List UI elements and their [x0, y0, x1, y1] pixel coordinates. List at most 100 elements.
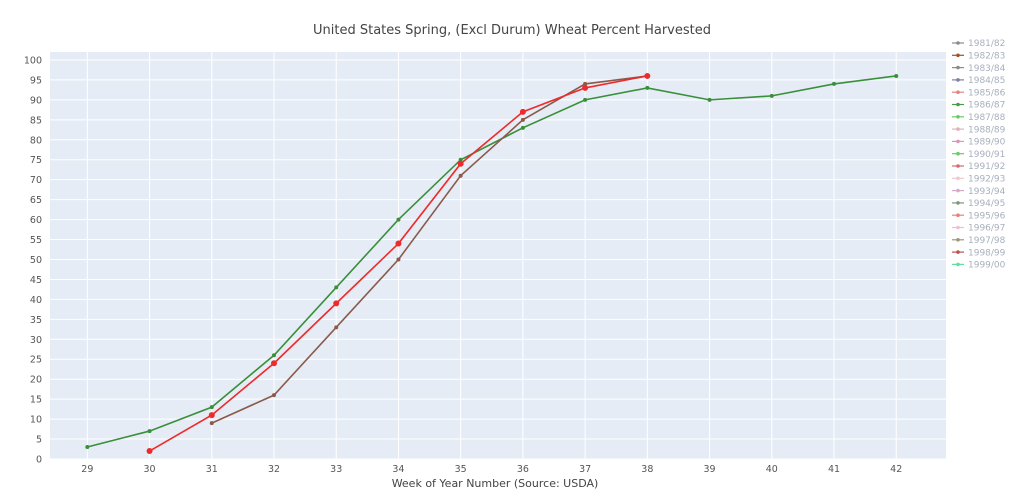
data-point[interactable] — [458, 157, 463, 162]
legend-item[interactable]: 1989/90 — [952, 138, 1006, 148]
chart-title: United States Spring, (Excl Durum) Wheat… — [313, 23, 711, 38]
data-point[interactable] — [396, 217, 401, 222]
data-point[interactable] — [271, 360, 277, 367]
x-tick-label: 33 — [330, 464, 342, 475]
gridlines — [50, 52, 946, 460]
legend-label: 1986/87 — [968, 101, 1005, 111]
data-point[interactable] — [707, 97, 712, 102]
y-tick-label: 25 — [30, 355, 42, 366]
legend-swatch-marker — [956, 262, 960, 267]
legend-item[interactable]: 1991/92 — [952, 162, 1005, 172]
x-tick-label: 41 — [828, 464, 840, 475]
data-point[interactable] — [209, 421, 214, 426]
legend-swatch-marker — [956, 188, 960, 193]
data-point[interactable] — [146, 448, 153, 455]
legend-swatch-marker — [956, 176, 960, 181]
data-point[interactable] — [644, 72, 651, 79]
legend-item[interactable]: 1987/88 — [952, 113, 1006, 123]
legend-swatch-marker — [956, 250, 960, 254]
data-point[interactable] — [272, 393, 276, 398]
legend-item[interactable]: 1984/85 — [952, 76, 1005, 86]
legend-item[interactable]: 1985/86 — [952, 88, 1006, 98]
legend-label: 1984/85 — [968, 76, 1005, 86]
y-tick-label: 85 — [30, 115, 42, 126]
legend-label: 1993/94 — [968, 187, 1006, 197]
data-point[interactable] — [208, 412, 215, 419]
data-point[interactable] — [458, 173, 463, 178]
legend-swatch-marker — [956, 151, 960, 156]
series-line[interactable] — [211, 75, 648, 424]
x-axis-ticks: 29 30 31 32 33 34 35 36 37 38 39 40 41 42 — [81, 464, 902, 475]
y-tick-label: 35 — [30, 315, 42, 326]
legend-item[interactable]: 1983/84 — [952, 64, 1006, 74]
data-point[interactable] — [520, 117, 525, 122]
x-tick-label: 32 — [268, 464, 280, 475]
data-point[interactable] — [769, 93, 774, 98]
data-point[interactable] — [85, 445, 90, 450]
legend-swatch-marker — [956, 102, 960, 107]
legend-item[interactable]: 1990/91 — [952, 150, 1005, 160]
data-point[interactable] — [519, 108, 526, 115]
x-tick-label: 29 — [81, 464, 93, 475]
legend-item[interactable]: 1996/97 — [952, 224, 1005, 234]
legend-label: 1991/92 — [968, 162, 1005, 172]
data-point[interactable] — [645, 85, 650, 90]
data-point[interactable] — [209, 405, 214, 410]
series-1[interactable] — [85, 73, 899, 450]
legend-item[interactable]: 1998/99 — [952, 248, 1006, 258]
legend-label: 1998/99 — [968, 248, 1006, 258]
data-point[interactable] — [333, 300, 340, 307]
y-tick-label: 95 — [30, 75, 42, 86]
legend-swatch-marker — [956, 201, 960, 205]
legend-label: 1985/86 — [968, 88, 1006, 98]
legend-item[interactable]: 1995/96 — [952, 211, 1006, 221]
legend-swatch-marker — [956, 238, 960, 242]
legend-item[interactable]: 1992/93 — [952, 175, 1005, 185]
y-tick-label: 45 — [30, 275, 42, 286]
legend-item[interactable]: 1999/00 — [952, 261, 1006, 271]
series-3[interactable] — [146, 72, 651, 455]
x-tick-label: 34 — [392, 464, 404, 475]
legend-item[interactable]: 1981/82 — [952, 39, 1005, 49]
data-point[interactable] — [832, 81, 836, 86]
data-point[interactable] — [457, 160, 464, 167]
y-tick-label: 0 — [36, 455, 42, 466]
legend[interactable]: 1981/82 1982/83 1983/84 1984/85 1985/86 1986/… — [952, 39, 1006, 271]
legend-item[interactable]: 1986/87 — [952, 101, 1005, 111]
legend-item[interactable]: 1997/98 — [952, 236, 1006, 246]
series-group — [85, 72, 899, 455]
y-tick-label: 65 — [30, 195, 42, 206]
data-point[interactable] — [894, 73, 899, 78]
legend-label: 1987/88 — [968, 113, 1006, 123]
legend-label: 1983/84 — [968, 64, 1006, 74]
legend-swatch-marker — [956, 139, 960, 144]
data-point[interactable] — [147, 429, 152, 434]
legend-swatch-marker — [956, 225, 960, 230]
legend-item[interactable]: 1988/89 — [952, 125, 1006, 135]
y-tick-label: 70 — [30, 175, 42, 186]
x-tick-label: 38 — [641, 464, 653, 475]
data-point[interactable] — [396, 257, 401, 262]
data-point[interactable] — [334, 325, 339, 330]
y-tick-label: 50 — [30, 255, 42, 266]
data-point[interactable] — [520, 125, 525, 130]
legend-swatch-marker — [956, 127, 960, 131]
data-point[interactable] — [582, 84, 589, 91]
data-point[interactable] — [334, 285, 339, 290]
legend-label: 1996/97 — [968, 224, 1005, 234]
y-tick-label: 20 — [30, 375, 42, 386]
series-line[interactable] — [87, 75, 897, 448]
data-point[interactable] — [583, 81, 588, 86]
y-axis-ticks: 0 5 10 15 20 25 30 35 40 45 50 55 60 65 70 75 80 85 90 95 10… — [24, 55, 42, 465]
data-point[interactable] — [272, 353, 276, 358]
data-point[interactable] — [583, 97, 588, 102]
data-point[interactable] — [395, 240, 402, 247]
legend-item[interactable]: 1993/94 — [952, 187, 1006, 197]
y-tick-label: 80 — [30, 135, 42, 146]
x-tick-label: 35 — [455, 464, 467, 475]
x-tick-label: 39 — [704, 464, 716, 475]
legend-item[interactable]: 1994/95 — [952, 199, 1005, 209]
legend-item[interactable]: 1982/83 — [952, 52, 1005, 62]
x-axis-title: Week of Year Number (Source: USDA) — [392, 477, 599, 490]
